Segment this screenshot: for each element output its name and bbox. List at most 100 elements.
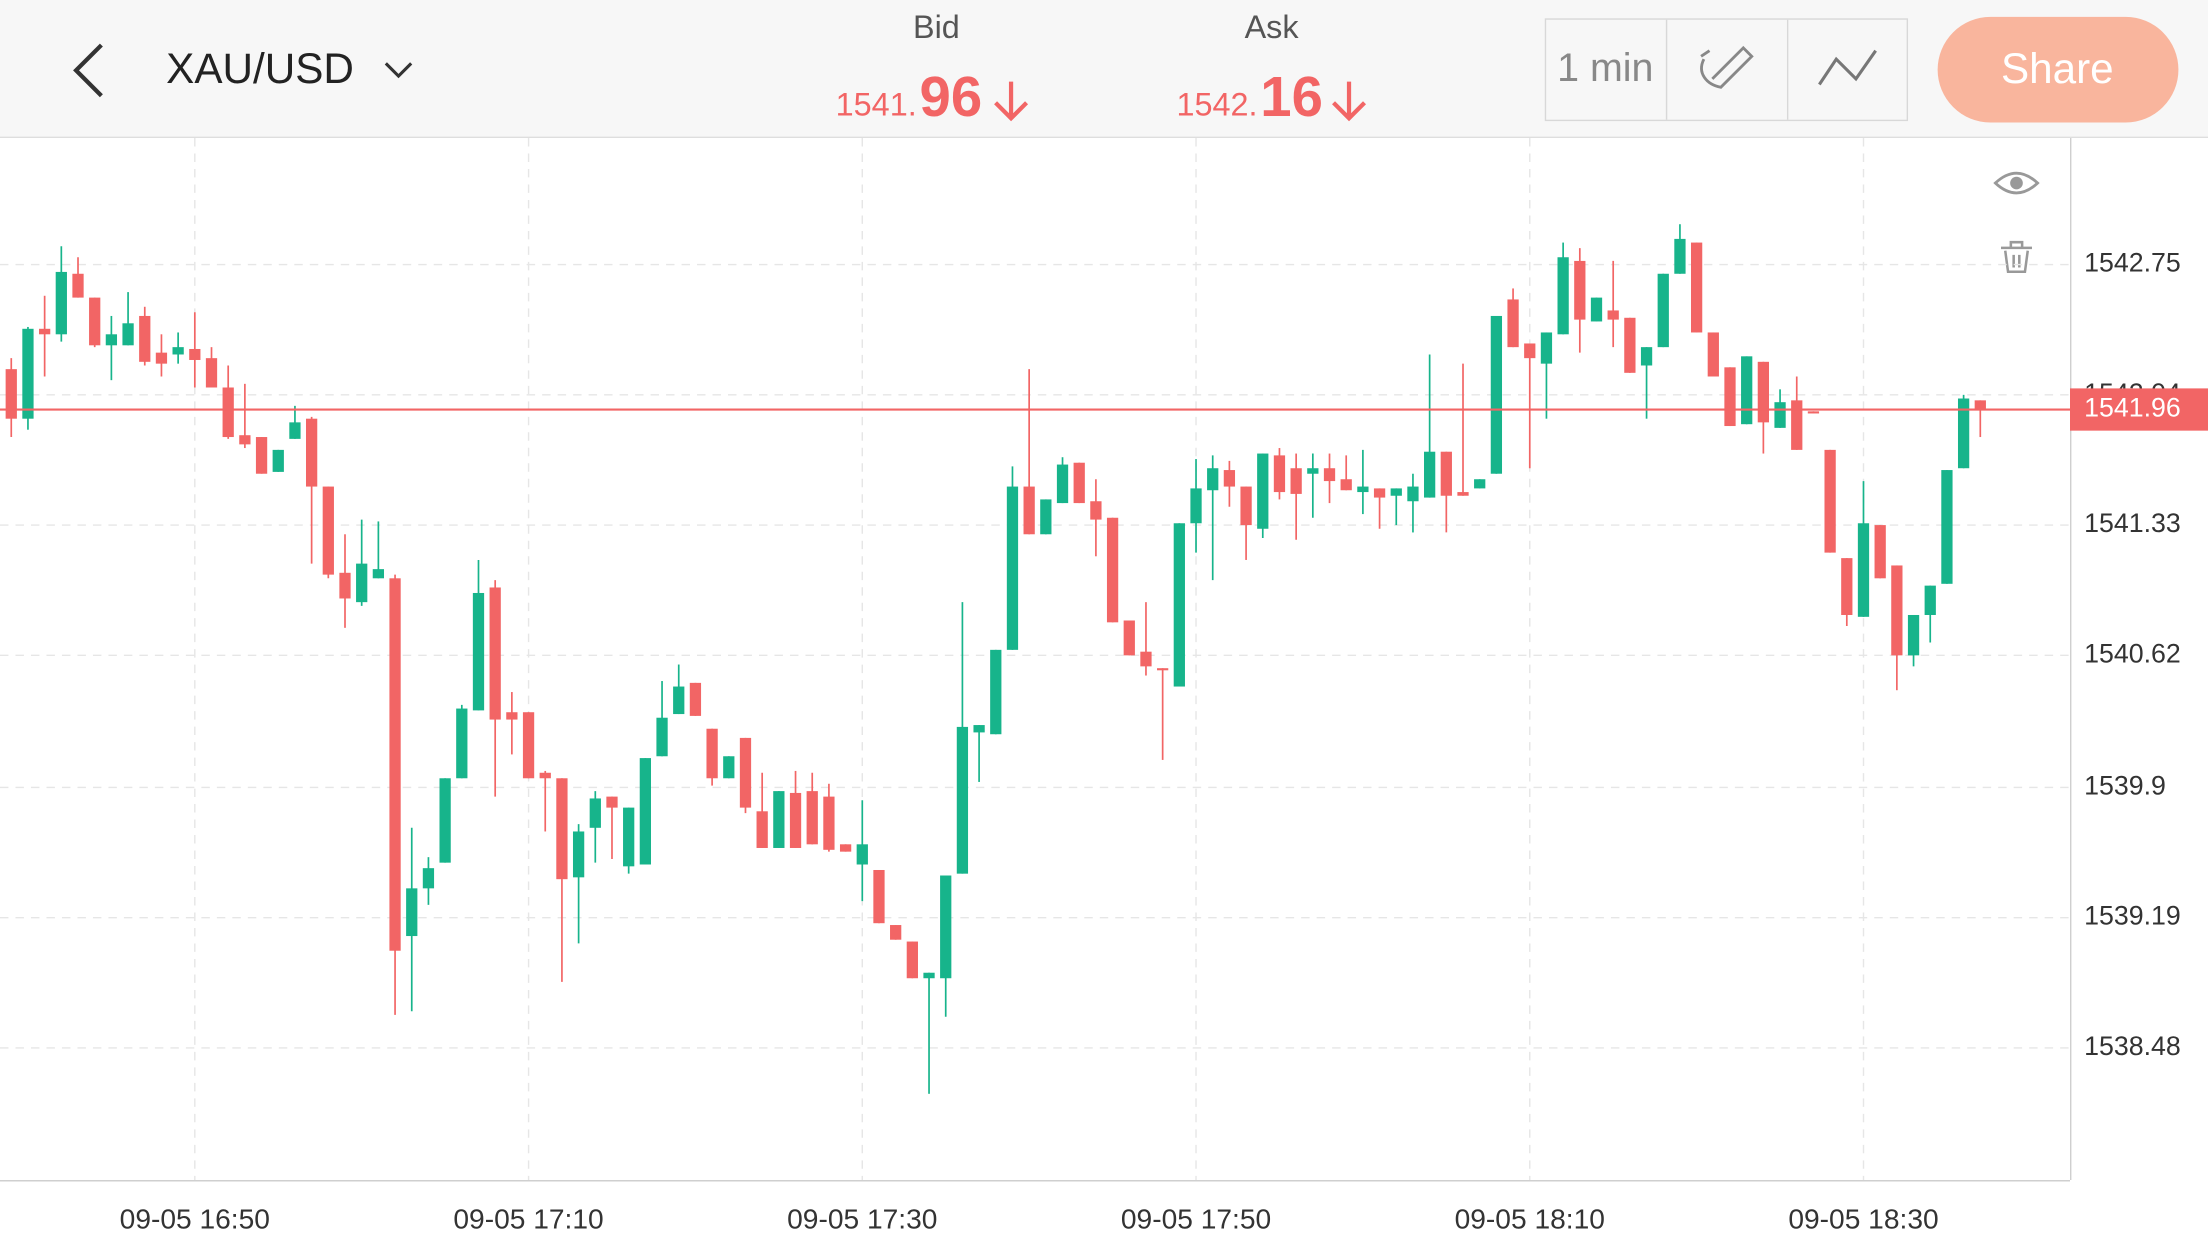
eye-icon bbox=[1993, 171, 2040, 195]
candle-body bbox=[506, 712, 518, 720]
candle-body bbox=[1557, 257, 1569, 335]
candle-body bbox=[1407, 486, 1419, 502]
candle-body bbox=[155, 352, 168, 364]
x-tick-label: 09-05 17:50 bbox=[1121, 1203, 1271, 1234]
candle-body bbox=[1474, 479, 1486, 489]
candle-body bbox=[222, 387, 234, 438]
candle-body bbox=[823, 796, 835, 850]
candle-body bbox=[1941, 470, 1953, 584]
candle-body bbox=[1457, 492, 1469, 496]
candle-body bbox=[1006, 486, 1019, 650]
candle-body bbox=[1724, 367, 1736, 427]
eye-pupil bbox=[2010, 176, 2023, 190]
candle-body bbox=[706, 728, 718, 779]
candle-body bbox=[923, 972, 935, 979]
candle-body bbox=[1106, 517, 1119, 623]
candle-body bbox=[456, 708, 468, 779]
candle-body bbox=[990, 649, 1002, 735]
candle-body bbox=[1590, 297, 1603, 322]
candle-body bbox=[1707, 332, 1719, 377]
candle-body bbox=[839, 844, 852, 852]
candle-body bbox=[1857, 523, 1870, 617]
candle-body bbox=[489, 587, 501, 720]
bid-down-arrow bbox=[994, 81, 1029, 122]
candle-body bbox=[1440, 451, 1452, 496]
delete-button[interactable] bbox=[2001, 240, 2032, 274]
y-tick-label: 1542.75 bbox=[2084, 248, 2181, 278]
current-price-box bbox=[2070, 388, 2208, 431]
candle-body bbox=[589, 798, 601, 828]
candle-body bbox=[856, 844, 868, 865]
candle-body bbox=[472, 592, 485, 711]
x-tick-label: 09-05 17:10 bbox=[453, 1203, 603, 1234]
candle-body bbox=[1640, 347, 1653, 366]
candle-body bbox=[873, 869, 885, 924]
ask-label: Ask bbox=[1245, 9, 1300, 45]
candle-body bbox=[305, 418, 318, 487]
plot: 1542.751542.041541.331540.621539.91539.1… bbox=[0, 138, 2208, 1234]
candle-body bbox=[689, 682, 702, 716]
candle-body bbox=[372, 569, 385, 579]
candle-body bbox=[239, 435, 251, 445]
candle-body bbox=[1173, 523, 1185, 687]
candle-body bbox=[39, 328, 51, 335]
candle-body bbox=[1323, 468, 1336, 482]
candle-body bbox=[205, 358, 218, 388]
symbol-selector[interactable]: XAU/USD bbox=[166, 45, 413, 92]
candle-body bbox=[105, 334, 118, 346]
candle-body bbox=[172, 347, 184, 355]
candle-body bbox=[789, 792, 802, 848]
candle-body bbox=[1257, 453, 1269, 529]
ask-price-large: 16 bbox=[1260, 65, 1323, 128]
y-tick-label: 1539.19 bbox=[2084, 901, 2181, 931]
share-label: Share bbox=[2001, 45, 2114, 92]
candle-body bbox=[1624, 317, 1636, 373]
candle-body bbox=[89, 297, 101, 346]
candle-body bbox=[522, 712, 535, 779]
candle-body bbox=[1340, 479, 1352, 491]
candle-body bbox=[55, 271, 67, 335]
indicator-button[interactable] bbox=[1818, 49, 1877, 86]
share-button[interactable] bbox=[1937, 16, 2179, 123]
candle-body bbox=[1023, 486, 1035, 535]
candle-body bbox=[1741, 356, 1753, 425]
candle-body bbox=[1357, 486, 1369, 493]
candle-body bbox=[1290, 468, 1302, 494]
candle-body bbox=[739, 737, 752, 808]
candle-body bbox=[1273, 455, 1286, 493]
candle-body bbox=[1807, 411, 1820, 414]
candle-body bbox=[1507, 299, 1519, 348]
y-tick-label: 1538.48 bbox=[2084, 1031, 2181, 1061]
y-tick-label: 1540.62 bbox=[2084, 638, 2181, 668]
y-tick-label: 1541.33 bbox=[2084, 508, 2181, 538]
candle-body bbox=[1540, 332, 1553, 364]
candle-body bbox=[272, 449, 284, 472]
candle-body bbox=[1073, 462, 1085, 504]
candle-body bbox=[539, 772, 551, 779]
candle-body bbox=[1674, 238, 1686, 274]
candle-body bbox=[1157, 668, 1169, 671]
candle-body bbox=[1040, 499, 1052, 535]
back-button[interactable] bbox=[73, 43, 103, 98]
candle-body bbox=[289, 422, 301, 439]
candle-body bbox=[756, 811, 768, 848]
candle-body bbox=[1123, 620, 1135, 656]
bid-price-large: 96 bbox=[920, 65, 983, 128]
ask-price-small: 1542. bbox=[1176, 87, 1257, 123]
candle-body bbox=[973, 725, 985, 733]
draw-tool-button[interactable] bbox=[1700, 45, 1754, 89]
ask-down-arrow bbox=[1332, 81, 1367, 122]
candle-body bbox=[1223, 470, 1236, 487]
candle-body bbox=[940, 875, 952, 979]
candle-body bbox=[22, 328, 34, 419]
interval-button[interactable]: 1 min bbox=[1557, 46, 1653, 90]
candle-body bbox=[623, 807, 635, 867]
x-tick-label: 09-05 18:10 bbox=[1455, 1203, 1605, 1234]
candle-body bbox=[723, 756, 735, 779]
candle-body bbox=[5, 369, 17, 419]
candle-body bbox=[606, 796, 618, 808]
candle-body bbox=[1207, 468, 1219, 491]
visibility-toggle[interactable] bbox=[1993, 171, 2040, 195]
candle-body bbox=[673, 686, 685, 715]
